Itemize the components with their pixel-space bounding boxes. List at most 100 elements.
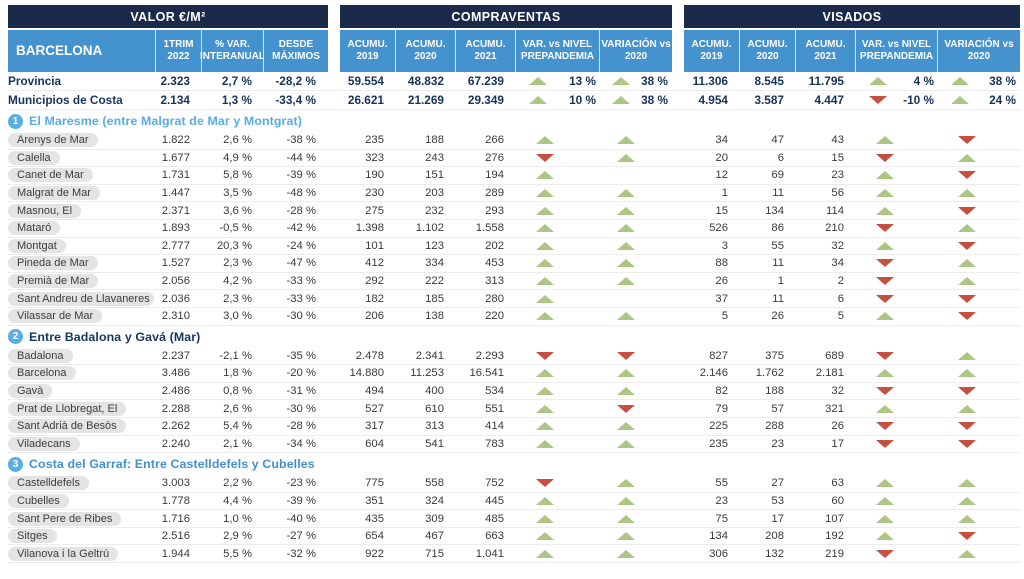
value-cell: -28 % — [286, 204, 316, 217]
trend-value: 38 % — [641, 74, 668, 88]
municipality-pill: Cubelles — [8, 493, 69, 508]
value-cell: 313 — [485, 275, 504, 288]
value-cell: -28,2 % — [275, 74, 316, 88]
trend-up-icon — [617, 277, 636, 286]
value-cell: 4,2 % — [223, 275, 252, 288]
value-cell: 1 — [777, 275, 784, 288]
value-cell: 60 — [831, 494, 844, 507]
trend-cell — [600, 348, 672, 365]
trend-cell: 10 % — [516, 91, 600, 109]
value-cell: 2.293 — [475, 349, 504, 362]
trend-cell: 13 % — [516, 72, 600, 90]
value-cell: 289 — [485, 187, 504, 200]
value-cell: 1.822 — [161, 134, 190, 147]
table-body: Provincia 2.323 2,7 % -28,2 % 59.554 48.832 67… — [8, 72, 1020, 564]
row-name-cell: Vilanova i la Geltrú — [8, 545, 156, 562]
trend-down-icon — [536, 479, 555, 488]
value-cell: 14.880 — [349, 367, 384, 380]
value-cell: -33 % — [286, 292, 316, 305]
municipality-row: Badalona 2.237 -2,1 % -35 % 2.478 2.341 2.293 8… — [8, 348, 1020, 366]
trend-cell — [516, 220, 600, 237]
value-cell: -39 % — [286, 169, 316, 182]
value-cell: 313 — [425, 420, 444, 433]
value-cell: 375 — [765, 349, 784, 362]
section-title: El Maresme (entre Malgrat de Mar y Montg… — [29, 114, 302, 128]
trend-cell — [938, 220, 1020, 237]
trend-cell — [600, 220, 672, 237]
value-cell: 534 — [485, 385, 504, 398]
value-cell: 26 — [771, 310, 784, 323]
value-cell: 1.558 — [475, 222, 504, 235]
trend-cell — [856, 132, 938, 149]
trend-cell — [938, 475, 1020, 492]
value-cell: 3,0 % — [223, 310, 252, 323]
value-cell: 351 — [365, 494, 384, 507]
trend-up-icon — [536, 369, 555, 378]
value-cell: 151 — [425, 169, 444, 182]
trend-cell — [856, 167, 938, 184]
trend-cell: 38 % — [938, 72, 1020, 90]
col-header-vis-acumu-2020: ACUMU. 2020 — [740, 30, 796, 72]
col-header-1trim-2022: 1TRIM 2022 — [156, 30, 202, 72]
value-cell: 75 — [715, 512, 728, 525]
municipality-pill: Mataró — [8, 221, 61, 236]
value-cell: 2,7 % — [221, 74, 252, 88]
trend-up-icon — [617, 496, 636, 505]
table-header: VALOR €/M² COMPRAVENTAS VISADOS BARCELON… — [8, 5, 1020, 72]
trend-cell — [856, 528, 938, 545]
value-cell: -23 % — [286, 477, 316, 490]
value-cell: 57 — [771, 402, 784, 415]
trend-cell — [938, 185, 1020, 202]
col-header-desde-maximos: DESDE MÁXIMOS — [264, 30, 328, 72]
trend-cell — [516, 436, 600, 453]
col-header-vis-var-prepandemia: VAR. vs NIVEL PREPANDEMIA — [856, 30, 938, 72]
value-cell: 3 — [721, 239, 728, 252]
value-cell: 309 — [425, 512, 444, 525]
municipality-pill: Barcelona — [8, 366, 76, 381]
trend-up-icon — [617, 514, 636, 523]
value-cell: 203 — [425, 187, 444, 200]
value-cell: 2.240 — [161, 437, 190, 450]
trend-up-icon — [536, 404, 555, 413]
value-cell: 610 — [425, 402, 444, 415]
trend-cell — [856, 436, 938, 453]
value-cell: -39 % — [286, 494, 316, 507]
value-cell: 15 — [831, 151, 844, 164]
col-header-comp-acumu-2021: ACUMU. 2021 — [456, 30, 516, 72]
trend-up-icon — [536, 312, 555, 321]
trend-cell — [516, 150, 600, 167]
value-cell: 26 — [715, 275, 728, 288]
trend-up-icon — [536, 224, 555, 233]
value-cell: 2,3 % — [223, 292, 252, 305]
section-title: Costa del Garraf: Entre Castelldefels y … — [29, 457, 315, 472]
value-cell: 230 — [365, 187, 384, 200]
value-cell: 53 — [771, 494, 784, 507]
trend-down-icon — [875, 153, 894, 162]
trend-up-icon — [617, 479, 636, 488]
municipality-pill: Masnou, El — [8, 203, 82, 218]
col-header-comp-acumu-2019: ACUMU. 2019 — [340, 30, 396, 72]
trend-cell — [516, 365, 600, 382]
value-cell: 6 — [777, 151, 784, 164]
trend-value: -10 % — [903, 93, 934, 107]
value-cell: 1.944 — [161, 547, 190, 560]
municipality-pill: Viladecans — [8, 436, 80, 451]
value-cell: 526 — [709, 222, 728, 235]
row-name-cell: Viladecans — [8, 436, 156, 453]
municipality-pill: Vilanova i la Geltrú — [8, 546, 119, 561]
trend-up-icon — [536, 189, 555, 198]
trend-cell — [856, 365, 938, 382]
value-cell: 323 — [365, 151, 384, 164]
trend-up-icon — [617, 136, 636, 145]
trend-down-icon — [957, 241, 976, 250]
value-cell: 1.778 — [161, 494, 190, 507]
row-name-cell: Badalona — [8, 348, 156, 365]
trend-up-icon — [529, 77, 548, 85]
trend-up-icon — [536, 241, 555, 250]
value-cell: 134 — [709, 530, 728, 543]
value-cell: 2.777 — [161, 239, 190, 252]
trend-cell — [856, 150, 938, 167]
municipality-pill: Malgrat de Mar — [8, 186, 100, 201]
value-cell: 55 — [771, 239, 784, 252]
trend-up-icon — [617, 312, 636, 321]
